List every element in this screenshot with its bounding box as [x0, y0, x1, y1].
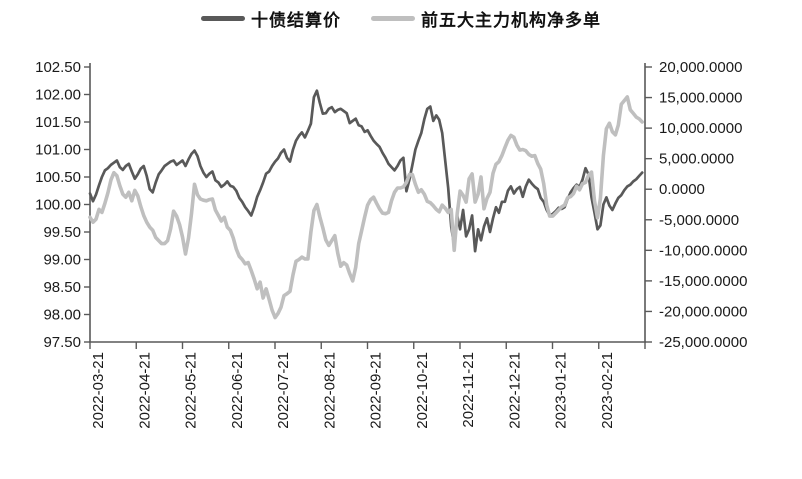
legend-label: 前五大主力机构净多单 [421, 11, 601, 30]
x-axis-date-label: 2022-04-21 [136, 352, 153, 429]
series-line-swatch-dark [201, 16, 245, 21]
legend-item-net-long-positions: 前五大主力机构净多单 [371, 6, 601, 31]
x-axis-date-label: 2022-10-21 [414, 352, 431, 429]
right-axis-tick-label: -25,000.0000 [659, 334, 747, 351]
x-axis-date-label: 2023-01-21 [553, 352, 570, 429]
right-axis-tick-label: 10,000.0000 [659, 120, 742, 137]
x-axis-date-label: 2022-09-21 [368, 352, 385, 429]
left-axis-tick-label: 102.50 [35, 59, 81, 76]
x-axis-date-label: 2022-05-21 [183, 352, 200, 429]
left-axis-tick-label: 100.00 [35, 197, 81, 214]
left-axis-tick-label: 100.50 [35, 169, 81, 186]
right-axis-tick-label: -15,000.0000 [659, 273, 747, 290]
x-axis-date-label: 2022-12-21 [506, 352, 523, 429]
series-line-settlement-price [88, 89, 644, 253]
x-axis-date-label: 2022-03-21 [90, 352, 107, 429]
x-axis-date-label: 2022-07-21 [275, 352, 292, 429]
left-axis-tick-label: 97.50 [43, 334, 81, 351]
chart-legend: 十债结算价 前五大主力机构净多单 [0, 6, 802, 31]
x-axis-date-label: 2022-08-21 [321, 352, 338, 429]
left-axis-tick-label: 98.00 [43, 307, 81, 324]
left-axis-tick-label: 101.00 [35, 142, 81, 159]
right-axis-tick-label: 20,000.0000 [659, 59, 742, 76]
left-axis-tick-label: 102.00 [35, 87, 81, 104]
left-axis-tick-label: 99.50 [43, 224, 81, 241]
left-axis-tick-label: 99.00 [43, 252, 81, 269]
series-line-net-long-positions [88, 95, 645, 320]
right-axis-tick-label: -10,000.0000 [659, 242, 747, 259]
right-axis-tick-label: -5,000.0000 [659, 212, 739, 229]
x-axis-date-label: 2022-06-21 [229, 352, 246, 429]
right-axis-tick-label: -20,000.0000 [659, 303, 747, 320]
x-axis-date-label: 2023-02-21 [599, 352, 616, 429]
legend-label: 十债结算价 [251, 11, 341, 30]
x-axis-date-label: 2022-11-21 [460, 352, 477, 428]
left-axis-tick-label: 101.50 [35, 114, 81, 131]
right-axis-tick-label: 5,000.0000 [659, 151, 734, 168]
legend-item-settlement-price: 十债结算价 [201, 6, 341, 31]
right-axis-tick-label: 0.0000 [659, 181, 705, 198]
series-line-swatch-light [371, 16, 415, 21]
left-axis-tick-label: 98.50 [43, 279, 81, 296]
right-axis-tick-label: 15,000.0000 [659, 90, 742, 107]
